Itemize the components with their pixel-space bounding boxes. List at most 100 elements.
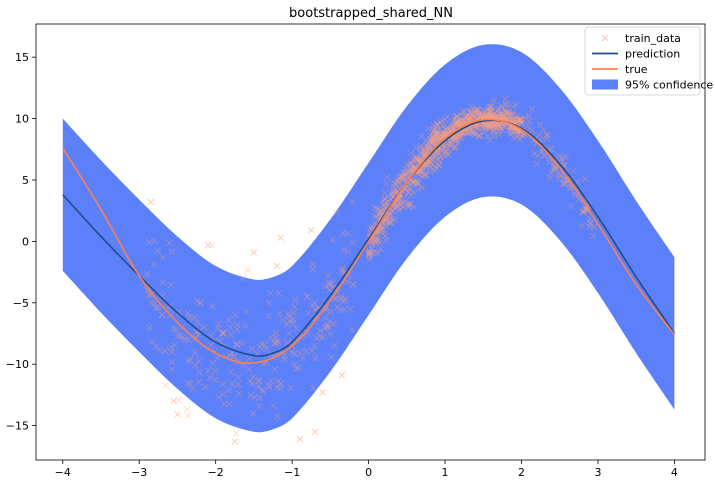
train-data-point — [482, 124, 489, 132]
train-data-point — [402, 197, 409, 205]
train-data-point — [434, 156, 442, 163]
train-data-point — [226, 352, 234, 359]
train-data-point — [228, 350, 236, 357]
train-data-point — [430, 131, 437, 139]
train-data-point — [437, 132, 445, 140]
train-data-point — [326, 279, 333, 287]
train-data-point — [175, 308, 183, 316]
train-data-point — [559, 180, 567, 187]
train-data-point — [454, 121, 461, 129]
train-data-point — [414, 156, 422, 164]
x-tick-label: −2 — [208, 466, 224, 479]
train-data-point — [274, 412, 281, 420]
train-data-point — [456, 133, 464, 141]
train-data-point — [372, 248, 379, 256]
train-data-point — [467, 110, 475, 118]
train-data-point — [384, 218, 392, 226]
train-data-point — [339, 229, 347, 237]
train-data-point — [510, 134, 518, 142]
train-data-point — [518, 120, 525, 127]
train-data-point — [433, 132, 441, 139]
train-data-point — [270, 402, 277, 410]
train-data-point — [340, 246, 348, 254]
train-data-point — [365, 247, 373, 254]
train-data-point — [451, 132, 459, 139]
train-data-point — [349, 239, 356, 246]
train-data-point — [469, 113, 477, 120]
train-data-point — [371, 212, 378, 220]
train-data-point — [500, 123, 508, 130]
train-data-point — [463, 113, 470, 120]
train-data-point — [463, 128, 471, 136]
train-data-point — [340, 297, 348, 305]
train-data-point — [475, 109, 482, 117]
train-data-point — [582, 204, 589, 212]
train-data-point — [493, 108, 501, 116]
train-data-point — [490, 129, 498, 136]
train-data-point — [485, 125, 493, 133]
x-tick-label: 0 — [365, 466, 372, 479]
train-data-point — [371, 236, 379, 244]
train-data-point — [465, 115, 473, 123]
train-data-point — [249, 409, 257, 417]
train-data-point — [509, 110, 516, 118]
train-data-point — [448, 127, 456, 135]
train-data-point — [480, 121, 487, 128]
train-data-point — [516, 136, 524, 143]
train-data-point — [422, 137, 430, 144]
train-data-point — [447, 138, 455, 146]
train-data-point — [455, 117, 463, 125]
train-data-point — [568, 183, 576, 191]
train-data-point — [378, 207, 385, 215]
train-data-point — [403, 191, 410, 199]
train-data-point — [405, 167, 413, 175]
train-data-point — [366, 224, 374, 232]
train-data-point — [452, 119, 459, 127]
train-data-point — [473, 109, 480, 117]
train-data-point — [435, 161, 443, 169]
train-data-point — [311, 428, 319, 436]
train-data-point — [246, 377, 254, 385]
train-data-point — [535, 131, 543, 139]
train-data-point — [516, 116, 523, 124]
x-tick-label: 4 — [671, 466, 678, 479]
train-data-point — [389, 182, 397, 190]
train-data-point — [383, 180, 390, 188]
train-data-point — [324, 323, 331, 331]
train-data-point — [487, 111, 494, 118]
train-data-point — [391, 188, 398, 195]
train-data-point — [504, 101, 512, 108]
train-data-point — [387, 218, 395, 226]
train-data-point — [401, 169, 409, 177]
train-data-point — [474, 106, 482, 114]
train-data-point — [430, 122, 438, 129]
train-data-point — [372, 239, 380, 247]
train-data-point — [404, 201, 412, 209]
train-data-point — [344, 248, 352, 255]
train-data-point — [426, 136, 434, 143]
train-data-point — [488, 112, 495, 120]
train-data-point — [481, 112, 489, 119]
train-data-point — [428, 136, 436, 143]
train-data-point — [501, 106, 509, 114]
train-data-point — [346, 305, 354, 313]
train-data-point — [515, 116, 523, 124]
train-data-point — [484, 132, 492, 140]
train-data-point — [308, 302, 316, 309]
train-data-point — [487, 103, 494, 110]
train-data-point — [405, 179, 412, 187]
train-data-point — [212, 376, 219, 384]
train-data-point — [412, 177, 420, 184]
train-data-point — [382, 223, 390, 230]
plot-area — [62, 44, 676, 445]
train-data-point — [475, 132, 482, 140]
train-data-point — [430, 135, 438, 142]
train-data-point — [431, 126, 438, 134]
train-data-point — [147, 198, 155, 206]
train-data-point — [416, 144, 424, 152]
train-data-point — [147, 291, 155, 299]
train-data-point — [464, 112, 471, 120]
train-data-point — [433, 120, 441, 128]
train-data-point — [558, 155, 566, 162]
train-data-point — [184, 309, 192, 317]
